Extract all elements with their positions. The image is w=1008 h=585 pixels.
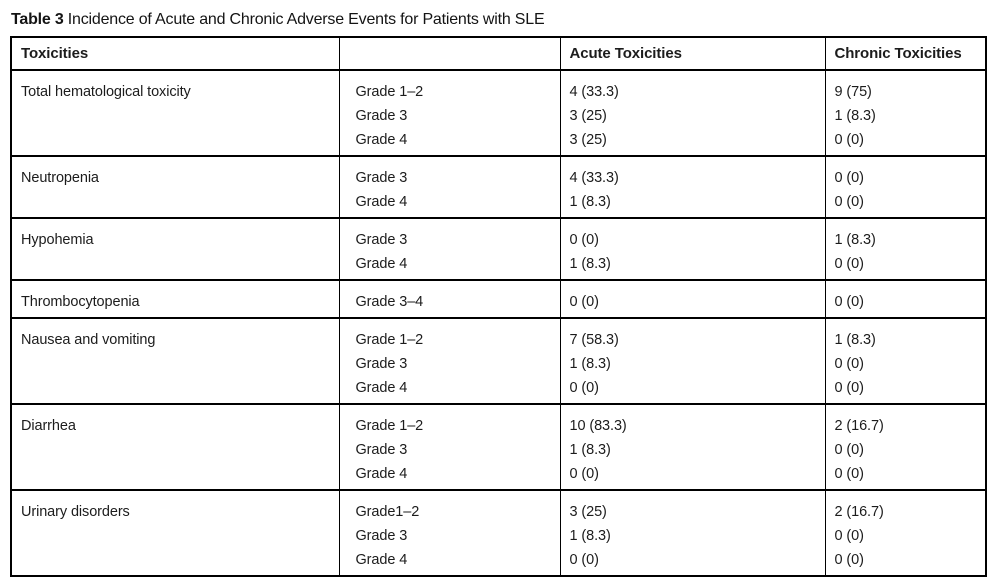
table-row: Urinary disorders Grade1–2 3 (25) 2 (16.7) — [11, 489, 986, 576]
chronic-value: 0 (0) — [824, 438, 986, 462]
chronic-value: 0 (0) — [824, 128, 986, 156]
acute-value: 0 (0) — [559, 217, 825, 252]
grade-label: Grade 3 — [338, 352, 560, 376]
header-acute: Acute Toxicities — [559, 37, 825, 71]
chronic-value: 1 (8.3) — [824, 317, 986, 352]
toxicity-name: Neutropenia — [11, 155, 339, 218]
grade-label: Grade 1–2 — [338, 70, 560, 104]
grade-label: Grade 4 — [338, 190, 560, 218]
header-toxicities: Toxicities — [11, 37, 339, 71]
acute-value: 1 (8.3) — [559, 352, 825, 376]
toxicity-name: Total hematological toxicity — [21, 84, 191, 100]
chronic-value: 0 (0) — [824, 155, 986, 190]
toxicity-name: Urinary disorders — [11, 489, 339, 576]
toxicity-name: Diarrhea — [11, 403, 339, 490]
grade-label: Grade 3 — [338, 155, 560, 190]
acute-value: 0 (0) — [559, 462, 825, 490]
grade-label: Grade 3 — [338, 438, 560, 462]
acute-value: 0 (0) — [559, 376, 825, 404]
acute-value: 3 (25) — [559, 128, 825, 156]
toxicity-name: Nausea and vomiting — [11, 317, 339, 404]
table-body: Total hematological toxicity Grade 1–2 4 (… — [11, 70, 986, 576]
table-row: Diarrhea Grade 1–2 10 (83.3) 2 (16.7) — [11, 403, 986, 490]
adverse-events-table: Toxicities Acute Toxicities Chronic Toxi… — [10, 36, 987, 577]
acute-value: 1 (8.3) — [559, 524, 825, 548]
table-row: Thrombocytopenia Grade 3–4 0 (0) 0 (0) — [11, 279, 986, 318]
header-grade — [338, 37, 560, 71]
toxicity-name: Thrombocytopenia — [11, 279, 339, 318]
grade-label: Grade 3 — [338, 104, 560, 128]
chronic-value: 0 (0) — [824, 190, 986, 218]
table-caption-label: Table 3 — [11, 11, 64, 28]
chronic-value: 2 (16.7) — [824, 403, 986, 438]
table-caption-text: Incidence of Acute and Chronic Adverse E… — [67, 11, 545, 28]
chronic-value: 0 (0) — [824, 352, 986, 376]
toxicity-name: Hypohemia — [11, 217, 339, 280]
acute-value: 3 (25) — [559, 104, 825, 128]
acute-value: 0 (0) — [559, 279, 825, 318]
chronic-value: 0 (0) — [824, 548, 986, 576]
grade-label: Grade 3 — [338, 524, 560, 548]
grade-label: Grade 4 — [338, 128, 560, 156]
chronic-value: 2 (16.7) — [824, 489, 986, 524]
grade-label: Grade 1–2 — [338, 317, 560, 352]
chronic-value: 1 (8.3) — [824, 217, 986, 252]
acute-value: 4 (33.3) — [559, 155, 825, 190]
table-row: Nausea and vomiting Grade 1–2 7 (58.3) 1 (8… — [11, 317, 986, 404]
chronic-value: 0 (0) — [824, 524, 986, 548]
table-row: Total hematological toxicity Grade 1–2 4 (… — [11, 70, 986, 104]
grade-label: Grade 4 — [338, 548, 560, 576]
acute-value: 0 (0) — [559, 548, 825, 576]
acute-value: 3 (25) — [559, 489, 825, 524]
chronic-value: 0 (0) — [824, 462, 986, 490]
grade-label: Grade 4 — [338, 462, 560, 490]
grade-label: Grade 1–2 — [338, 403, 560, 438]
chronic-value: 0 (0) — [824, 252, 986, 280]
table-caption: Table 3 Incidence of Acute and Chronic A… — [11, 11, 1008, 29]
chronic-value: 0 (0) — [824, 279, 986, 318]
header-row: Toxicities Acute Toxicities Chronic Toxi… — [11, 37, 986, 71]
acute-value: 1 (8.3) — [559, 190, 825, 218]
grade-label: Grade1–2 — [338, 489, 560, 524]
grade-label: Grade 3 — [338, 217, 560, 252]
table-header: Toxicities Acute Toxicities Chronic Toxi… — [11, 37, 986, 71]
chronic-value: 0 (0) — [824, 376, 986, 404]
grade-label: Grade 4 — [338, 252, 560, 280]
acute-value: 1 (8.3) — [559, 252, 825, 280]
acute-value: 1 (8.3) — [559, 438, 825, 462]
acute-value: 4 (33.3) — [559, 70, 825, 104]
acute-value: 10 (83.3) — [559, 403, 825, 438]
chronic-value: 9 (75) — [824, 70, 986, 104]
header-chronic: Chronic Toxicities — [824, 37, 986, 71]
chronic-value: 1 (8.3) — [824, 104, 986, 128]
grade-label: Grade 4 — [338, 376, 560, 404]
grade-label: Grade 3–4 — [338, 279, 560, 318]
acute-value: 7 (58.3) — [559, 317, 825, 352]
